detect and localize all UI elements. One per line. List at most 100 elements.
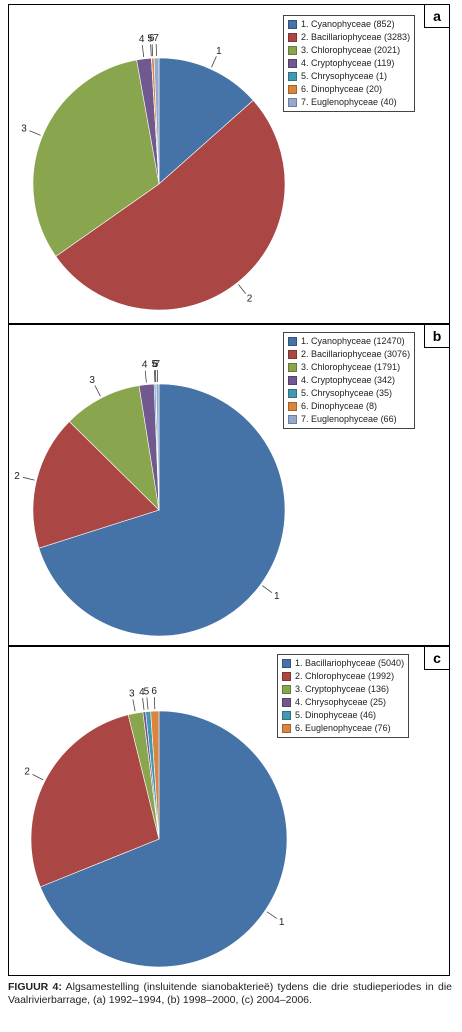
pie-chart-b: 1 2 3 4 567 [14,359,286,637]
legend-swatch [282,659,291,668]
leader-line-a-5 [150,44,152,57]
leader-line-a-3 [29,130,41,136]
pie-slice-b-2 [32,421,160,549]
slice-label-b-2: 2 [14,471,20,482]
slice-label-c-6: 6 [151,686,157,697]
legend-item-b-3: 3. Chlorophyceae (1791) [288,361,410,374]
legend-swatch [288,363,297,372]
leader-line-c-5 [146,697,149,710]
leader-line-a-4 [141,44,145,57]
legend-swatch [282,672,291,681]
legend-label: 3. Cryptophyceae (136) [295,684,390,694]
slice-label-c-5: 5 [144,687,150,698]
pie-slice-a-3 [32,59,160,257]
slice-label-b-1: 1 [274,591,280,602]
legend-swatch [282,685,291,694]
slice-label-c-4: 4 [139,687,145,698]
legend-item-c-1: 1. Bacillariophyceae (5040) [282,657,404,670]
slice-label-a-6: 6 [149,33,155,44]
leader-line-b-1 [262,585,273,594]
legend-item-a-5: 5. Chrysophyceae (1) [288,70,410,83]
pie-slice-b-7 [155,383,160,511]
legend-swatch [282,711,291,720]
legend-item-b-5: 5. Chrysophyceae (35) [288,387,410,400]
legend-item-b-6: 6. Dinophyceae (8) [288,400,410,413]
pie-slice-a-7 [153,57,160,185]
legend-label: 4. Chrysophyceae (25) [295,697,387,707]
slice-label-b-7: 7 [155,359,161,370]
legend-item-a-7: 7. Euglenophyceae (40) [288,96,410,109]
pie-chart-c: 1 2 3 45 6 [24,686,288,968]
legend-item-c-2: 2. Chlorophyceae (1992) [282,670,404,683]
leader-line-a-2 [238,284,247,295]
legend-item-c-3: 3. Cryptophyceae (136) [282,683,404,696]
slice-label-c-3: 3 [129,689,135,700]
legend-item-b-4: 4. Cryptophyceae (342) [288,374,410,387]
legend-label: 7. Euglenophyceae (40) [301,97,397,107]
legend-b: 1. Cyanophyceae (12470) 2. Bacillariophyc… [283,332,416,429]
slice-label-a-1: 1 [216,46,222,57]
caption-text: Algsamestelling (insluitende sianobakter… [8,981,452,1006]
slice-label-a-3: 3 [21,124,27,135]
legend-label: 5. Dinophyceae (46) [295,710,377,720]
legend-item-b-7: 7. Euglenophyceae (66) [288,413,410,426]
legend-item-b-2: 2. Bacillariophyceae (3076) [288,348,410,361]
legend-swatch [282,698,291,707]
slice-label-b-3: 3 [89,375,95,386]
legend-item-c-6: 6. Euglenophyceae (76) [282,722,404,735]
legend-swatch [288,85,297,94]
legend-label: 2. Chlorophyceae (1992) [295,671,395,681]
pie-slice-b-1 [38,383,286,637]
panel-letter-c: c [424,646,450,670]
pie-slice-a-2 [55,99,286,311]
legend-swatch [288,389,297,398]
pie-slice-c-1 [39,710,288,968]
legend-label: 3. Chlorophyceae (1791) [301,362,401,372]
legend-label: 6. Dinophyceae (20) [301,84,383,94]
legend-label: 3. Chlorophyceae (2021) [301,45,401,55]
slice-label-a-5: 5 [147,33,153,44]
legend-label: 4. Cryptophyceae (342) [301,375,396,385]
leader-line-b-2 [22,476,35,481]
pie-slice-b-3 [68,385,160,511]
figure-caption: FIGUUR 4: Algsamestelling (insluitende s… [8,981,452,1007]
slice-label-c-1: 1 [279,917,285,928]
legend-item-a-2: 2. Bacillariophyceae (3283) [288,31,410,44]
legend-c: 1. Bacillariophyceae (5040) 2. Chlorophyc… [277,654,410,738]
slice-label-b-4: 4 [142,360,148,371]
legend-label: 1. Cyanophyceae (12470) [301,336,405,346]
slice-label-b-5: 5 [152,359,158,370]
leader-line-c-3 [132,699,136,712]
legend-swatch [288,350,297,359]
legend-swatch [282,724,291,733]
leader-line-c-1 [266,911,277,919]
legend-swatch [288,376,297,385]
legend-swatch [288,415,297,424]
panel-letter-a: a [424,4,450,28]
legend-label: 6. Euglenophyceae (76) [295,723,391,733]
slice-label-a-4: 4 [139,34,145,45]
legend-item-a-1: 1. Cyanophyceae (852) [288,18,410,31]
legend-label: 5. Chrysophyceae (1) [301,71,388,81]
slice-label-a-2: 2 [247,294,253,305]
slice-label-a-7: 7 [153,33,159,44]
leader-line-b-3 [94,385,101,397]
pie-chart-a: 1 2 3 4 567 [21,33,286,311]
legend-swatch [288,98,297,107]
legend-swatch [288,46,297,55]
legend-label: 5. Chrysophyceae (35) [301,388,393,398]
legend-item-a-3: 3. Chlorophyceae (2021) [288,44,410,57]
legend-item-a-4: 4. Cryptophyceae (119) [288,57,410,70]
legend-label: 2. Bacillariophyceae (3283) [301,32,411,42]
leader-line-c-2 [32,774,44,781]
leader-line-a-1 [211,56,217,68]
leader-line-c-4 [142,697,145,710]
legend-label: 2. Bacillariophyceae (3076) [301,349,411,359]
legend-label: 1. Cyanophyceae (852) [301,19,395,29]
legend-swatch [288,33,297,42]
legend-swatch [288,59,297,68]
slice-label-c-2: 2 [24,767,30,778]
leader-line-b-4 [144,370,147,383]
